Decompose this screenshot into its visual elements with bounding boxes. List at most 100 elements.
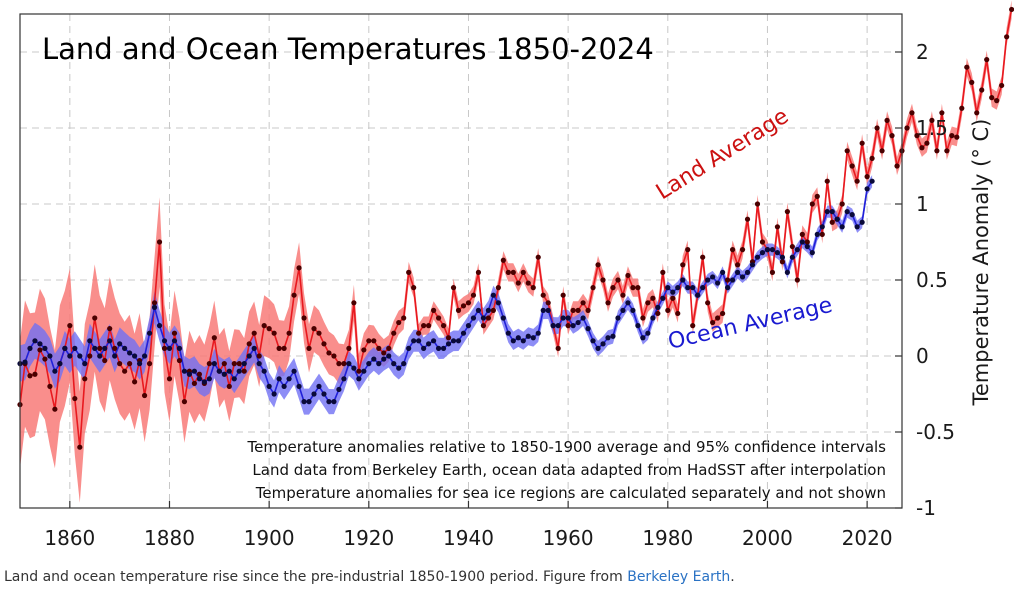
ocean-data-point: [216, 368, 222, 374]
ocean-data-point: [401, 361, 407, 367]
ocean-data-point: [685, 285, 691, 291]
ocean-data-point: [680, 277, 686, 283]
ocean-data-point: [301, 399, 307, 405]
ocean-data-point: [256, 361, 262, 367]
ocean-data-point: [391, 361, 397, 367]
ocean-data-point: [490, 292, 496, 298]
ocean-data-point: [520, 338, 526, 344]
ocean-data-point: [122, 345, 128, 351]
ocean-data-point: [774, 250, 781, 256]
ocean-data-point: [849, 212, 855, 218]
land-data-point: [132, 379, 138, 385]
land-data-point: [500, 257, 506, 263]
berkeley-earth-link[interactable]: Berkeley Earth: [627, 569, 731, 585]
land-data-point: [77, 444, 83, 450]
land-data-point: [630, 285, 636, 291]
ocean-data-point: [366, 361, 372, 367]
land-data-point: [724, 277, 731, 283]
land-data-point: [929, 117, 935, 123]
land-data-point: [670, 295, 676, 301]
land-data-point: [515, 280, 521, 286]
land-data-point: [181, 399, 188, 405]
ocean-data-point: [57, 361, 63, 367]
ocean-data-point: [759, 250, 766, 256]
ocean-data-point: [595, 345, 601, 351]
ocean-data-point: [306, 399, 312, 405]
ocean-data-point: [141, 353, 148, 359]
ocean-data-point: [809, 250, 815, 256]
land-data-point: [211, 335, 217, 341]
land-data-point: [495, 285, 501, 291]
land-data-point: [675, 310, 681, 317]
ocean-data-point: [361, 368, 367, 374]
ocean-data-point: [814, 231, 820, 237]
ocean-data-point: [700, 285, 706, 291]
ocean-data-point: [231, 376, 237, 382]
ocean-data-point: [102, 345, 108, 351]
figure-caption: Land and ocean temperature rise since th…: [4, 569, 735, 585]
ocean-data-point: [156, 323, 163, 329]
ocean-data-point: [261, 368, 267, 374]
ocean-data-point: [176, 345, 183, 351]
land-data-point: [924, 140, 930, 146]
ocean-confidence-band: [20, 175, 873, 415]
ocean-data-point: [635, 323, 641, 329]
land-data-point: [605, 300, 611, 306]
ocean-data-point: [206, 376, 212, 382]
land-data-point: [600, 277, 606, 283]
land-data-point: [341, 361, 347, 367]
ocean-data-point: [32, 338, 38, 344]
y-tick-label: 2: [916, 40, 929, 64]
chart-title: Land and Ocean Temperatures 1850-2024: [42, 32, 654, 66]
ocean-data-point: [171, 338, 178, 344]
land-data-point: [570, 307, 576, 313]
ocean-data-point: [485, 307, 492, 313]
ocean-data-point: [376, 361, 382, 367]
ocean-data-point: [550, 323, 556, 329]
land-data-point: [530, 285, 536, 291]
land-data-point: [470, 292, 477, 298]
land-data-point: [869, 155, 875, 161]
land-data-point: [236, 361, 242, 367]
land-data-point: [311, 326, 317, 332]
ocean-data-point: [610, 333, 616, 339]
land-data-point: [396, 319, 402, 326]
ocean-data-point: [191, 368, 198, 374]
ocean-data-point: [724, 285, 731, 291]
land-data-point: [595, 262, 601, 268]
ocean-data-point: [286, 376, 292, 382]
ocean-data-point: [411, 338, 417, 344]
land-data-point: [107, 326, 113, 332]
ocean-average-line: [19, 180, 873, 403]
ocean-data-point: [555, 323, 561, 329]
land-data-point: [560, 292, 566, 298]
land-data-point: [794, 277, 800, 283]
y-tick-label: -1: [916, 496, 936, 520]
ocean-data-point: [530, 335, 536, 341]
ocean-data-point: [445, 341, 452, 347]
ocean-data-point: [630, 307, 636, 313]
land-data-point: [191, 380, 198, 386]
land-data-point: [964, 64, 970, 70]
ocean-data-point: [181, 368, 188, 374]
land-data-point: [490, 307, 496, 313]
ocean-data-point: [226, 368, 232, 374]
y-tick-label: 1.5: [916, 116, 948, 140]
ocean-data-point: [665, 285, 671, 291]
land-data-point: [117, 361, 123, 367]
ocean-data-point: [22, 359, 28, 365]
ocean-data-point: [590, 338, 596, 344]
ocean-data-point: [545, 307, 551, 313]
land-data-point: [989, 95, 995, 101]
ocean-data-point: [430, 338, 437, 344]
temperature-chart: 1860 1880 1900 1920 1940 1960 1980 2000 2020 2 1.5…: [17, 0, 1014, 550]
ocean-data-point: [271, 391, 277, 397]
land-data-point: [316, 330, 322, 336]
land-data-point: [286, 330, 292, 336]
land-data-point: [700, 254, 706, 260]
ocean-data-point: [794, 247, 800, 253]
land-data-point: [739, 247, 746, 253]
land-data-point: [729, 247, 736, 253]
land-data-point: [161, 345, 168, 351]
ocean-data-point: [416, 338, 422, 344]
